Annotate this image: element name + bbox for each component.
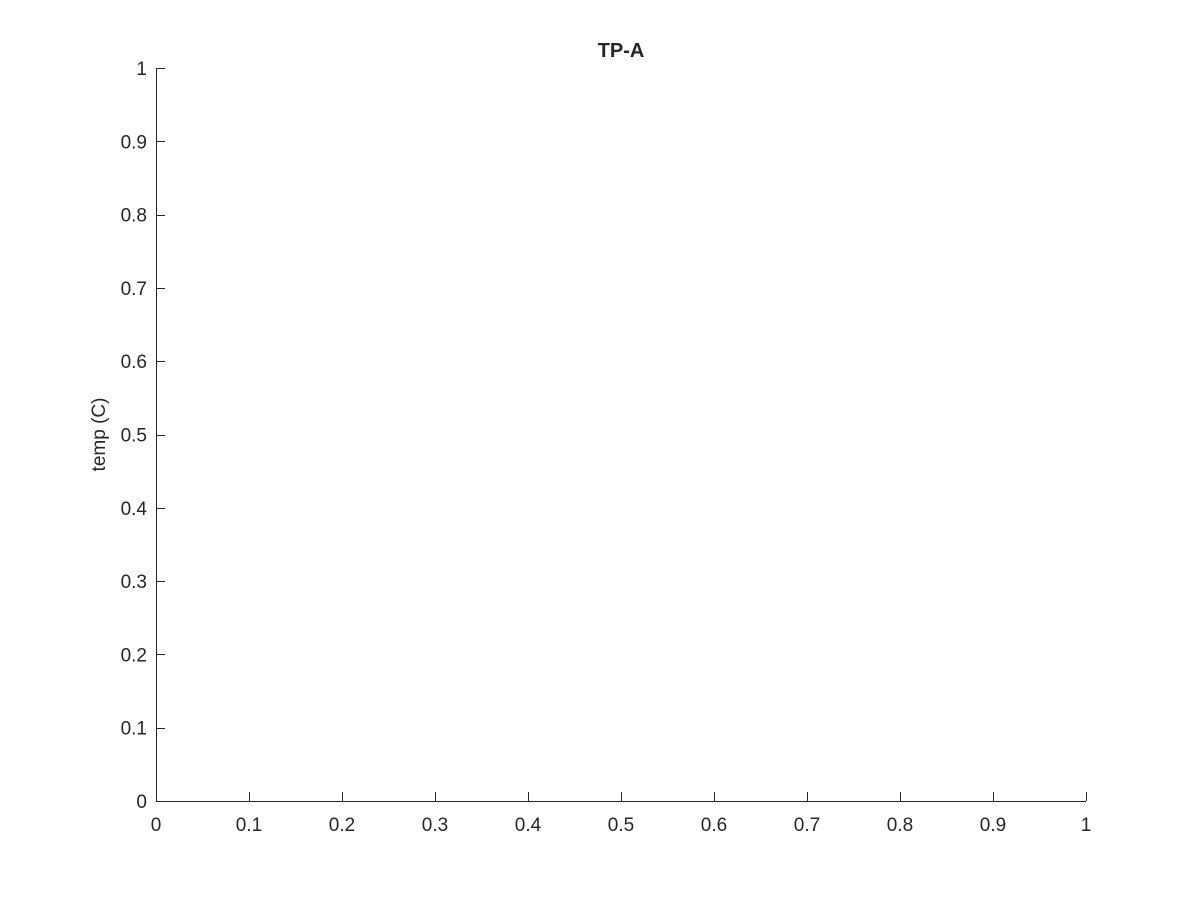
y-tick-label: 0.4 bbox=[121, 499, 148, 520]
y-tick-label: 0.5 bbox=[121, 426, 147, 447]
y-tick-label: 0.8 bbox=[121, 206, 147, 227]
x-tick-label: 0.9 bbox=[980, 815, 1006, 836]
x-tick-label: 0.4 bbox=[515, 815, 542, 836]
x-tick-label: 0.2 bbox=[329, 815, 355, 836]
y-axis-label: temp (C) bbox=[89, 398, 110, 472]
x-tick-label: 0.7 bbox=[794, 815, 820, 836]
y-tick-label: 0.9 bbox=[121, 132, 147, 153]
y-tick-label: 0.2 bbox=[121, 645, 147, 666]
y-tick-label: 0.6 bbox=[121, 352, 147, 373]
x-axis-ticks: 0 0.1 0.2 0.3 0.4 0.5 0.6 0.7 0.8 0.9 1 bbox=[151, 792, 1092, 836]
x-tick-label: 0.5 bbox=[608, 815, 634, 836]
plot-area bbox=[156, 68, 1086, 802]
x-tick-label: 0.1 bbox=[236, 815, 262, 836]
x-tick-label: 0 bbox=[151, 815, 162, 836]
y-tick-label: 1 bbox=[136, 59, 147, 80]
x-tick-label: 0.6 bbox=[701, 815, 727, 836]
y-axis-ticks: 0 0.1 0.2 0.3 0.4 0.5 0.6 0.7 0.8 0.9 1 bbox=[121, 59, 165, 813]
y-tick-label: 0.1 bbox=[121, 719, 147, 740]
x-tick-label: 0.8 bbox=[887, 815, 913, 836]
x-tick-label: 1 bbox=[1081, 815, 1092, 836]
y-tick-label: 0.7 bbox=[121, 279, 147, 300]
y-tick-label: 0 bbox=[136, 792, 147, 813]
y-tick-label: 0.3 bbox=[121, 572, 147, 593]
x-tick-label: 0.3 bbox=[422, 815, 448, 836]
chart-title: TP-A bbox=[598, 40, 645, 62]
